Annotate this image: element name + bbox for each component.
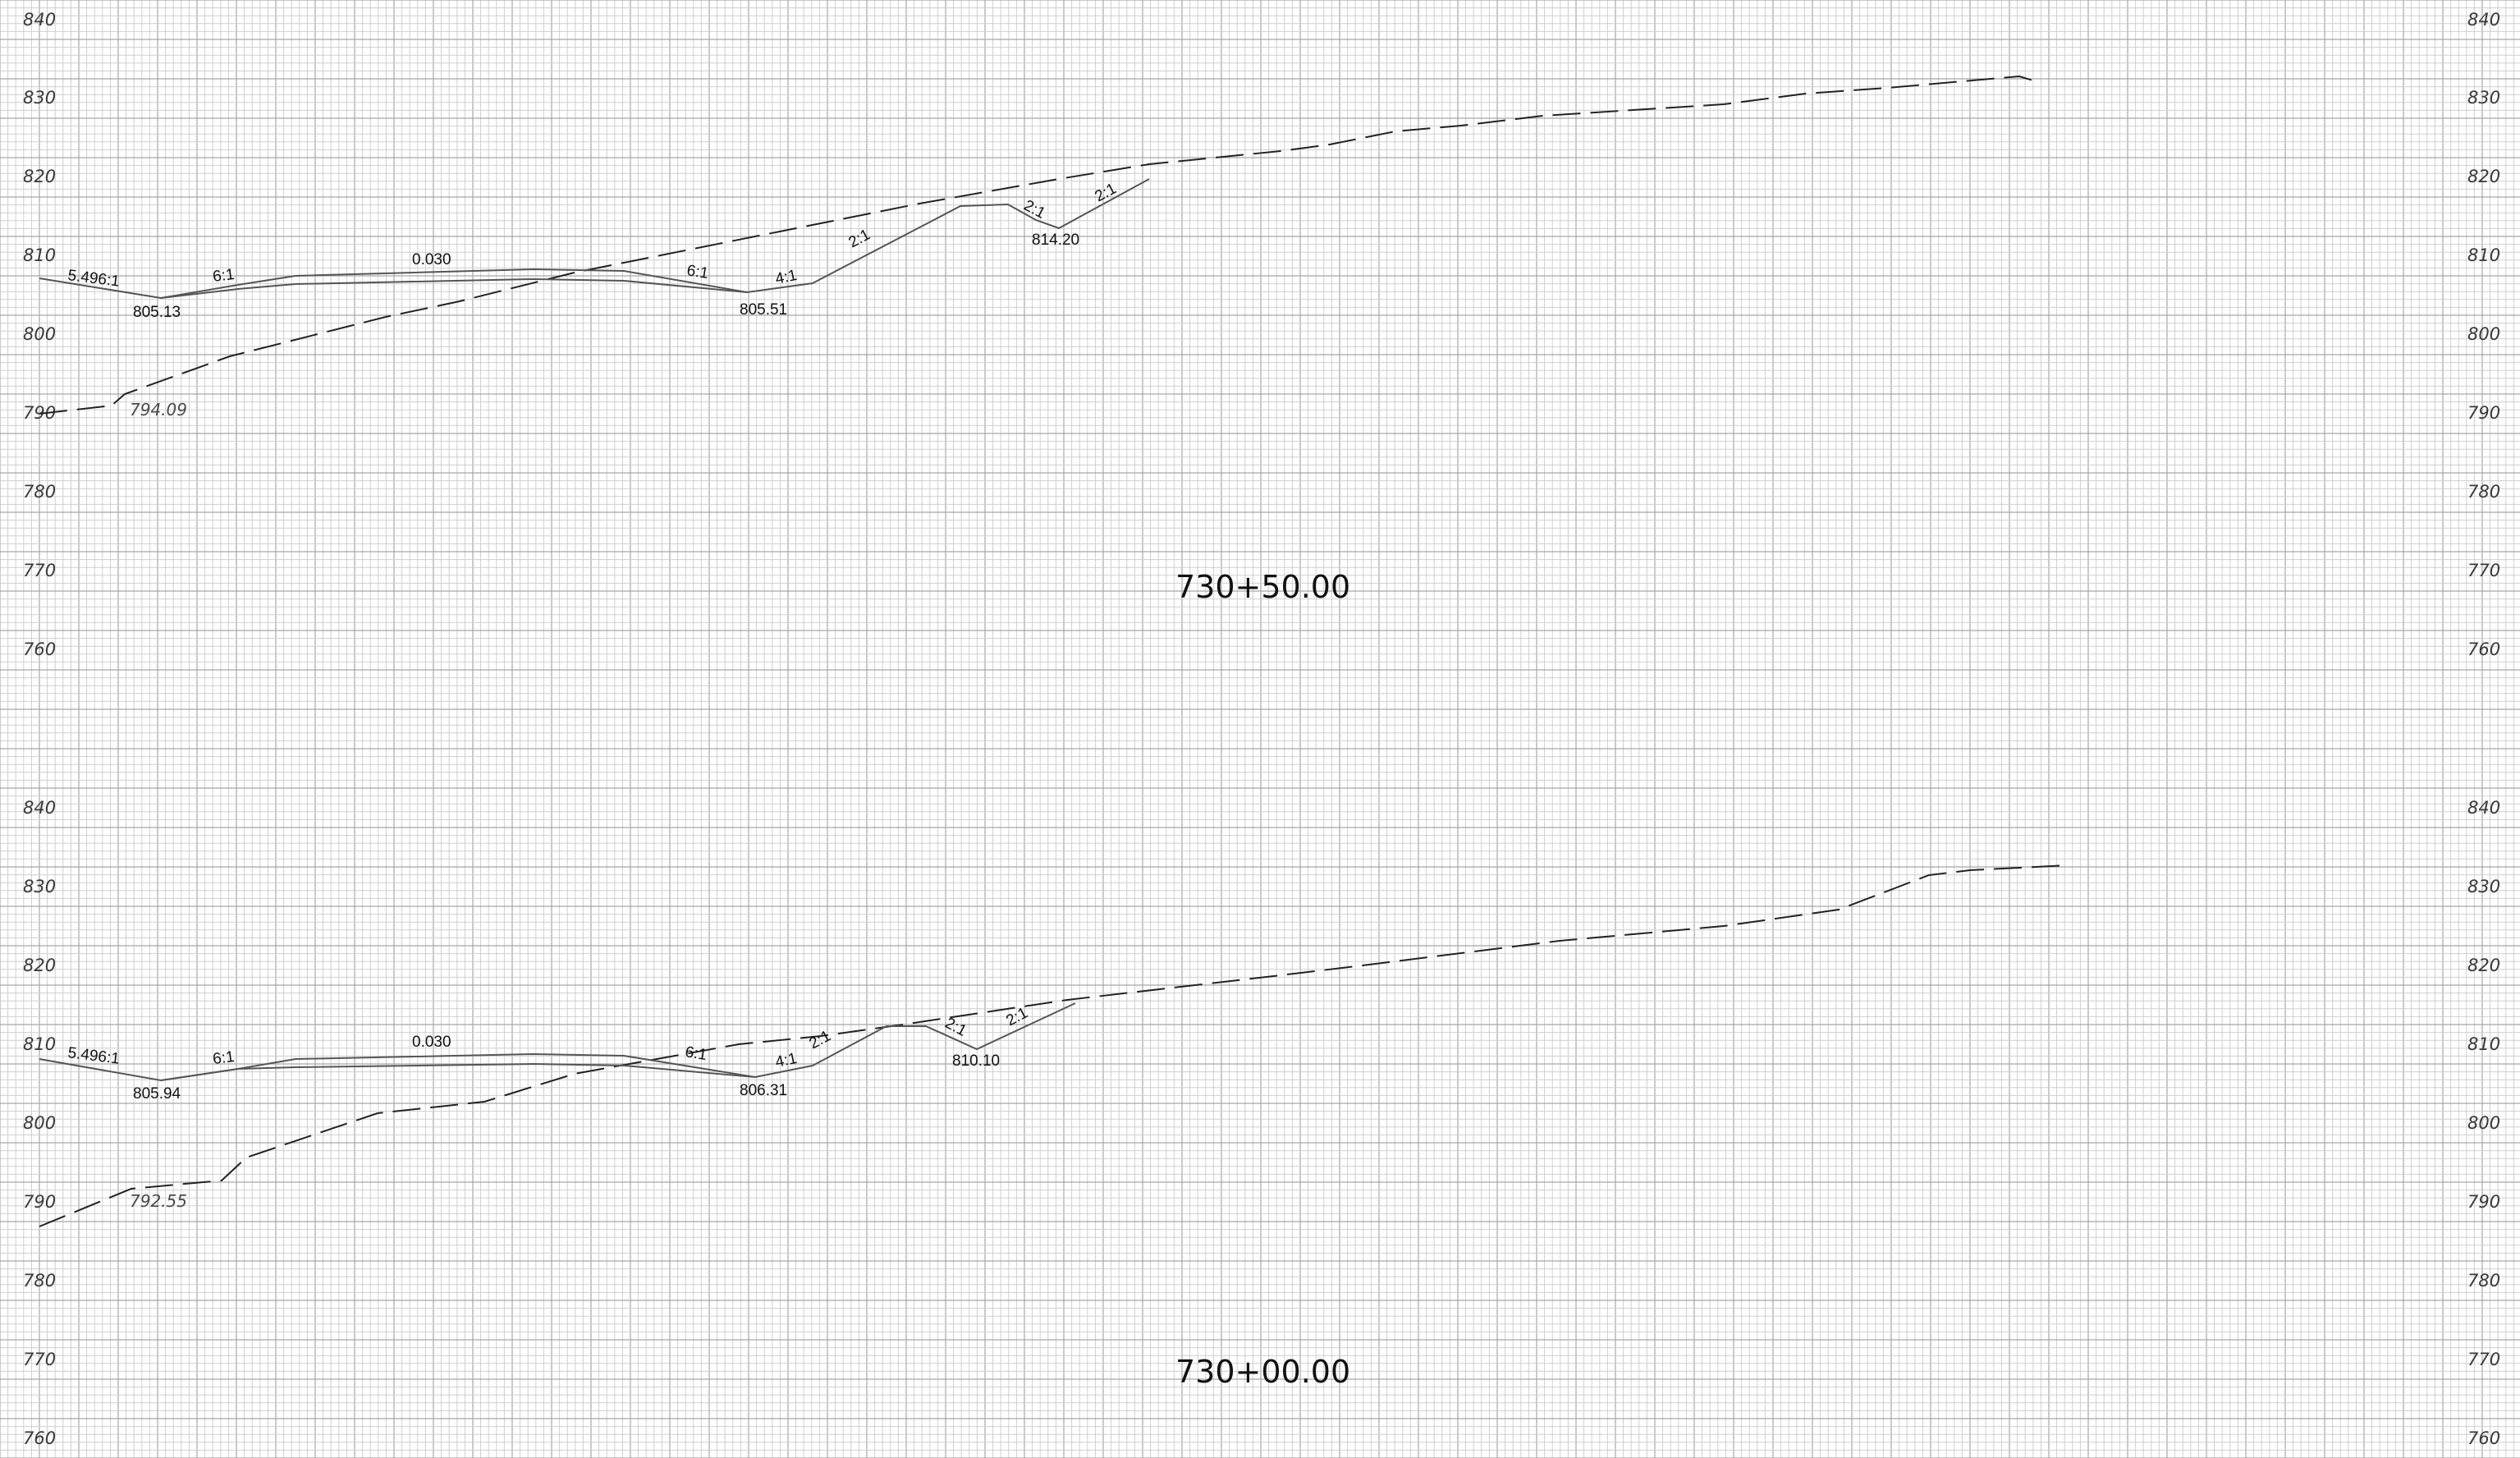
section-730-00: 840 830 820 810 800 790 780 770 760 840 … [23, 798, 2500, 1448]
elevation-label: 810 [2467, 1034, 2500, 1054]
existing-ground-line [39, 864, 2069, 1227]
elevation-callout: 805.51 [740, 301, 787, 319]
ground-elevation-callout: 792.55 [130, 1191, 187, 1211]
elevation-label: 810 [2467, 245, 2500, 265]
elevation-label: 810 [23, 245, 56, 265]
elevation-label: 830 [23, 877, 56, 896]
elevation-label: 780 [23, 482, 56, 502]
elevation-label: 840 [23, 798, 56, 818]
cross-slope-label: 0.030 [412, 1034, 451, 1051]
elevation-label: 830 [23, 88, 56, 108]
elevation-label: 820 [23, 167, 56, 186]
elevation-label: 770 [23, 561, 56, 580]
elevation-label: 820 [23, 956, 56, 975]
slope-label: 6:1 [212, 1048, 236, 1068]
elevation-callout: 810.10 [952, 1052, 1000, 1070]
elevation-label: 780 [2467, 1271, 2500, 1291]
elevation-label: 760 [2467, 640, 2500, 659]
elevation-label: 800 [2467, 324, 2500, 344]
ground-elevation-callout: 794.09 [130, 400, 187, 420]
section-730-50: 840 830 820 810 800 790 780 770 760 840 … [23, 10, 2500, 659]
elevation-label: 770 [2467, 561, 2500, 580]
elevation-scale-left: 840 830 820 810 800 790 780 770 760 [23, 10, 56, 659]
elevation-callouts: 805.13 805.51 814.20 794.09 [130, 232, 1079, 420]
elevation-label: 800 [2467, 1113, 2500, 1133]
elevation-label: 830 [2467, 877, 2500, 896]
elevation-label: 810 [23, 1034, 56, 1054]
elevation-label: 790 [23, 1192, 56, 1212]
elevation-callouts: 805.94 806.31 810.10 792.55 [130, 1052, 1000, 1211]
elevation-label: 840 [2467, 798, 2500, 818]
elevation-label: 830 [2467, 88, 2500, 108]
elevation-scale-left: 840 830 820 810 800 790 780 770 760 [23, 798, 56, 1448]
design-section-lower [160, 277, 748, 299]
elevation-label: 840 [2467, 10, 2500, 30]
slope-labels: 5.496:1 6:1 0.030 6:1 4:1 2:1 2:1 2:1 [66, 180, 1119, 290]
elevation-scale-right: 840 830 820 810 800 790 780 770 760 [2467, 10, 2500, 659]
elevation-callout: 806.31 [740, 1082, 787, 1099]
cross-slope-label: 0.030 [412, 251, 451, 268]
design-section-lower [160, 1062, 756, 1081]
elevation-label: 780 [23, 1271, 56, 1291]
elevation-label: 760 [23, 640, 56, 659]
elevation-label: 800 [23, 324, 56, 344]
elevation-label: 790 [2467, 1192, 2500, 1212]
elevation-callout: 805.13 [133, 304, 181, 321]
station-label: 730+00.00 [1175, 1354, 1350, 1390]
elevation-label: 800 [23, 1113, 56, 1133]
elevation-label: 820 [2467, 167, 2500, 186]
station-label: 730+50.00 [1175, 569, 1350, 605]
elevation-callout: 814.20 [1032, 232, 1079, 249]
elevation-label: 770 [2467, 1350, 2500, 1369]
elevation-label: 790 [2467, 403, 2500, 423]
elevation-callout: 805.94 [133, 1085, 181, 1103]
elevation-label: 760 [2467, 1428, 2500, 1448]
existing-ground-line [39, 75, 2037, 415]
elevation-label: 780 [2467, 482, 2500, 502]
elevation-label: 840 [23, 10, 56, 30]
elevation-scale-right: 840 830 820 810 800 790 780 770 760 [2467, 798, 2500, 1448]
slope-label: 6:1 [212, 266, 236, 286]
elevation-label: 770 [23, 1350, 56, 1369]
slope-label: 6:1 [685, 262, 709, 282]
slope-label: 6:1 [684, 1043, 708, 1064]
elevation-label: 820 [2467, 956, 2500, 975]
elevation-label: 760 [23, 1428, 56, 1448]
